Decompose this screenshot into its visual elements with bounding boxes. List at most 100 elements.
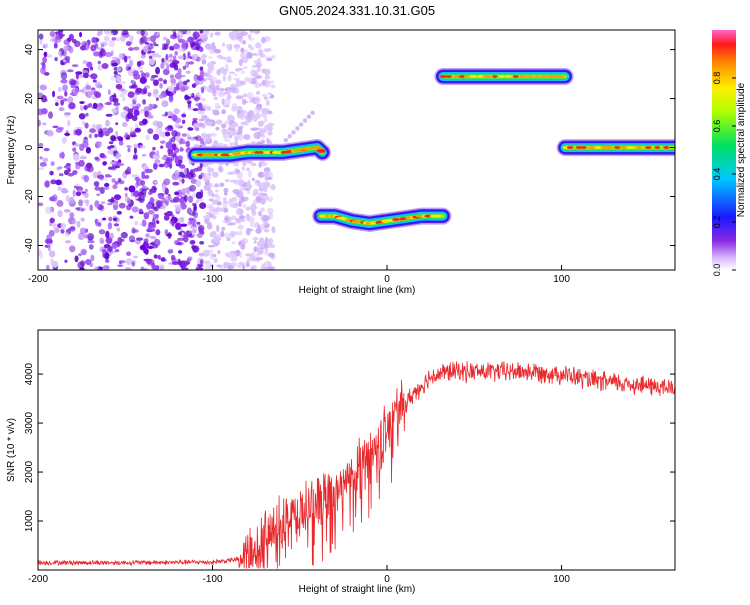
noise-speckle (242, 40, 246, 45)
noise-speckle (44, 43, 49, 49)
noise-speckle (120, 34, 126, 42)
noise-speckle (228, 71, 236, 75)
noise-speckle (142, 241, 150, 249)
noise-speckle (223, 139, 231, 142)
noise-speckle (185, 140, 191, 148)
noise-speckle (252, 77, 257, 84)
noise-speckle (174, 205, 182, 212)
noise-speckle (230, 258, 238, 262)
noise-speckle (200, 97, 207, 102)
noise-speckle (160, 145, 164, 149)
noise-speckle (227, 266, 232, 270)
noise-speckle (105, 230, 110, 239)
noise-speckle (177, 237, 185, 241)
noise-speckle (108, 216, 113, 222)
noise-speckle (234, 73, 238, 77)
noise-speckle (60, 99, 64, 106)
noise-speckle (190, 169, 194, 176)
noise-speckle (78, 159, 85, 167)
spectrogram-hotspot (499, 75, 505, 78)
noise-speckle (64, 55, 71, 62)
noise-speckle (78, 253, 83, 257)
noise-speckle (227, 114, 234, 122)
noise-speckle (177, 81, 184, 88)
noise-speckle (125, 137, 131, 140)
noise-speckle (207, 56, 213, 59)
noise-speckle (235, 49, 239, 52)
noise-speckle (110, 76, 114, 82)
noise-speckle (85, 146, 92, 154)
y-tick-label: 40 (24, 44, 35, 56)
noise-speckle (172, 261, 179, 266)
noise-speckle (99, 30, 103, 36)
noise-speckle (82, 140, 89, 148)
noise-speckle (198, 102, 203, 110)
noise-speckle (38, 248, 42, 257)
noise-speckle (266, 57, 273, 62)
noise-speckle (113, 223, 119, 227)
noise-speckle (83, 72, 89, 79)
noise-speckle (257, 48, 264, 56)
noise-speckle (245, 253, 252, 257)
noise-speckle (48, 229, 55, 237)
noise-speckle (118, 52, 124, 60)
noise-speckle (89, 66, 94, 71)
noise-speckle (174, 122, 181, 129)
noise-speckle (212, 215, 217, 220)
noise-speckle (107, 149, 115, 155)
noise-speckle (128, 85, 134, 89)
noise-speckle (128, 185, 136, 193)
noise-speckle (127, 147, 131, 153)
noise-speckle (197, 198, 204, 202)
noise-speckle (203, 77, 211, 81)
noise-speckle (38, 119, 42, 127)
noise-speckle (173, 240, 180, 245)
noise-speckle (213, 184, 220, 188)
noise-speckle (258, 237, 265, 244)
noise-speckle (247, 216, 255, 223)
noise-speckle (134, 127, 141, 133)
noise-speckle (141, 153, 147, 157)
noise-speckle (107, 127, 114, 134)
noise-speckle (215, 119, 223, 125)
noise-speckle (105, 113, 113, 117)
noise-speckle (215, 189, 219, 193)
noise-speckle (213, 193, 219, 198)
noise-speckle (60, 79, 68, 84)
noise-speckle (221, 129, 227, 133)
noise-speckle (56, 166, 61, 171)
noise-speckle (262, 94, 267, 97)
noise-speckle (91, 106, 96, 109)
noise-speckle (214, 234, 221, 241)
noise-speckle (253, 240, 257, 244)
noise-speckle (139, 144, 146, 149)
noise-speckle (231, 241, 236, 245)
spectrogram-frame (37, 29, 676, 271)
noise-speckle (46, 264, 50, 270)
noise-speckle (213, 48, 222, 54)
noise-speckle (109, 161, 117, 165)
noise-speckle (216, 264, 223, 268)
noise-speckle (131, 206, 139, 213)
noise-speckle (167, 115, 173, 119)
noise-speckle (181, 74, 186, 78)
noise-speckle (298, 122, 304, 127)
spectrogram-y-label: Frequency (Hz) (6, 116, 17, 185)
spectrogram-hotspot (250, 151, 256, 154)
noise-speckle (80, 248, 88, 255)
noise-speckle (68, 33, 74, 41)
noise-speckle (43, 71, 50, 76)
noise-speckle (168, 95, 174, 103)
noise-speckle (256, 103, 263, 109)
noise-speckle (72, 87, 79, 95)
noise-speckle (219, 88, 226, 91)
noise-speckle (204, 43, 212, 50)
spectrogram-hotspot (273, 151, 281, 154)
noise-speckle (140, 188, 147, 195)
noise-speckle (271, 226, 276, 234)
noise-speckle (222, 197, 227, 202)
noise-speckle (251, 265, 257, 270)
noise-speckle (49, 170, 54, 176)
noise-speckle (202, 249, 210, 257)
noise-speckle (78, 113, 86, 120)
